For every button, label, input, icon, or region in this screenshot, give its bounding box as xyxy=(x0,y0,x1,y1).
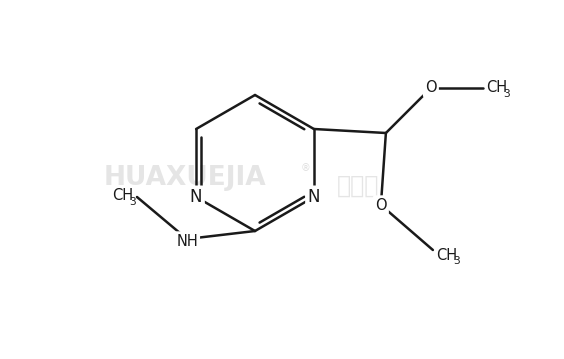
Text: 3: 3 xyxy=(130,197,136,207)
Text: CH: CH xyxy=(437,247,457,262)
Text: NH: NH xyxy=(176,233,198,248)
Text: O: O xyxy=(425,80,437,95)
Text: 3: 3 xyxy=(453,256,460,266)
Text: O: O xyxy=(375,197,387,213)
Text: 3: 3 xyxy=(504,89,510,99)
Text: 化学加: 化学加 xyxy=(337,174,379,198)
Text: N: N xyxy=(190,188,202,206)
Text: HUAXUEJIA: HUAXUEJIA xyxy=(104,165,266,191)
Text: CH: CH xyxy=(486,80,508,95)
Text: CH: CH xyxy=(112,188,134,204)
Text: ®: ® xyxy=(301,163,311,173)
Text: N: N xyxy=(307,188,320,206)
